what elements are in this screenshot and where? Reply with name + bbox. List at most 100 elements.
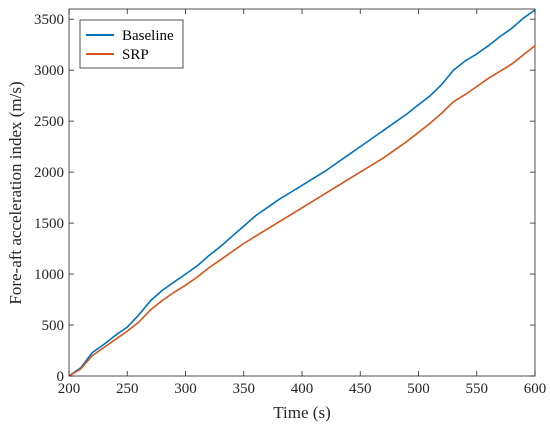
data-point-baseline [359,146,361,148]
x-tick-label: 300 [174,381,197,397]
x-tick-label: 500 [407,381,430,397]
data-point-srp [394,149,396,151]
data-point-srp [278,221,280,223]
y-tick-label: 2000 [34,165,64,181]
data-point-baseline [266,207,268,209]
y-tick-label: 3000 [34,63,64,79]
data-point-srp [115,338,117,340]
data-point-srp [417,131,420,133]
data-point-srp [301,207,303,209]
data-point-srp [382,157,385,159]
data-point-baseline [208,255,210,257]
data-point-srp [487,77,489,79]
data-point-srp [452,101,455,103]
data-point-baseline [149,299,152,302]
data-point-baseline [452,69,455,71]
data-point-srp [324,192,326,195]
x-tick-label: 400 [291,381,314,397]
data-point-srp [254,235,256,237]
data-point-baseline [522,17,524,19]
data-point-srp [219,259,222,261]
y-tick-label: 3500 [34,12,64,28]
y-axis-label: Fore-aft acceleration index (m/s) [6,81,25,304]
y-tick-label: 1000 [34,267,64,283]
x-tick-label: 200 [58,381,81,397]
data-point-srp [80,368,82,370]
data-point-baseline [336,162,338,164]
data-point-baseline [219,245,222,248]
data-point-baseline [487,45,489,47]
data-point-baseline [382,129,385,131]
data-point-baseline [254,215,256,217]
series-layer [68,9,536,377]
legend-label-srp: SRP [122,47,149,63]
x-tick-label: 600 [524,381,547,397]
data-point-baseline [313,177,315,179]
data-point-baseline [278,199,280,201]
data-point-srp [464,94,466,96]
data-point-baseline [511,27,513,29]
data-point-baseline [441,83,443,86]
data-point-srp [429,122,431,124]
data-point-srp [476,85,478,88]
y-tick-label: 0 [57,369,65,385]
data-point-baseline [464,60,466,62]
x-tick-label: 250 [116,381,139,397]
y-tick-label: 2500 [34,114,64,130]
data-point-baseline [429,95,431,97]
y-tick-label: 500 [42,318,65,334]
data-point-srp [149,309,152,311]
data-point-srp [184,284,187,286]
data-point-baseline [196,265,198,267]
data-point-srp [359,171,361,173]
data-point-srp [138,321,140,323]
data-point-baseline [161,289,163,291]
data-point-baseline [231,235,233,237]
data-point-srp [371,164,373,166]
data-point-baseline [406,113,408,115]
data-point-baseline [324,170,326,172]
data-point-baseline [289,191,291,194]
data-point-srp [126,330,128,332]
data-point-srp [499,70,501,72]
x-axis-label: Time (s) [273,403,330,422]
data-point-srp [522,54,524,56]
legend-box [79,19,184,69]
data-point-baseline [173,281,175,283]
data-point-baseline [348,154,350,156]
data-point-srp [406,140,408,143]
data-point-srp [91,355,93,357]
data-point-srp [511,63,513,65]
data-point-baseline [115,334,117,336]
data-point-srp [243,242,245,245]
x-tick-label: 550 [466,381,489,397]
data-point-srp [173,291,175,294]
data-point-srp [336,185,338,187]
data-point-baseline [371,137,373,140]
data-point-baseline [184,273,187,275]
data-point-baseline [126,326,128,328]
data-point-baseline [138,314,140,316]
data-point-srp [534,45,536,47]
data-point-baseline [301,184,303,186]
legend-label-baseline: Baseline [122,28,174,44]
data-point-baseline [417,104,420,106]
data-point-srp [103,346,105,349]
x-tick-label: 450 [349,381,372,397]
data-point-baseline [91,351,93,354]
data-point-srp [266,228,268,230]
data-point-srp [196,276,198,278]
data-point-srp [208,267,210,269]
data-point-srp [313,200,315,202]
data-point-srp [161,299,163,302]
data-point-srp [348,178,350,180]
legend: Baseline SRP [79,19,184,69]
data-point-baseline [499,35,501,38]
x-tick-label: 350 [233,381,256,397]
data-point-baseline [476,53,478,55]
data-point-srp [441,112,443,114]
data-point-baseline [103,343,105,345]
data-point-baseline [394,121,396,123]
data-point-srp [289,214,291,216]
